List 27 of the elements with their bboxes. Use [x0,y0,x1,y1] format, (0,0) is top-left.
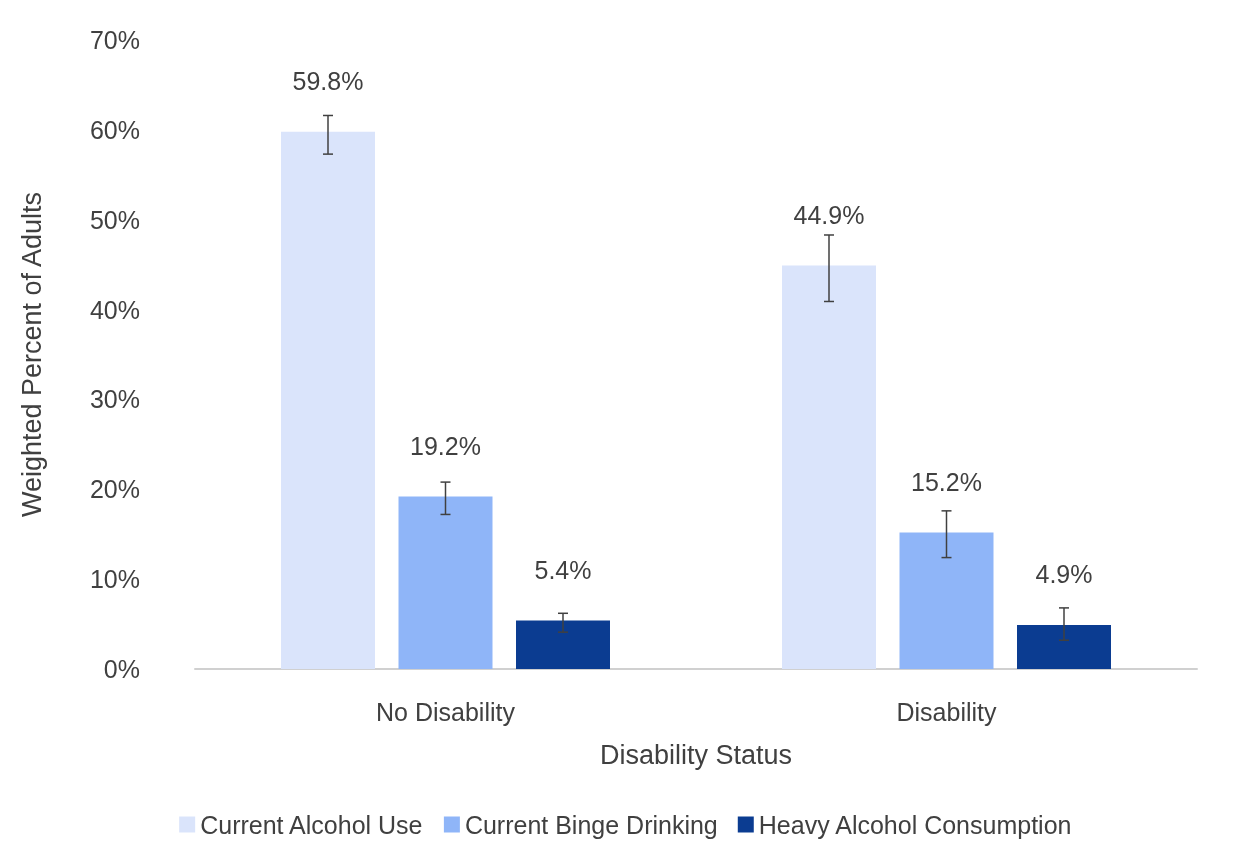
legend-label: Heavy Alcohol Consumption [758,810,1072,839]
bar [281,131,375,669]
x-tick-label: Disability [896,697,998,726]
data-label: 19.2% [410,431,481,460]
bar [1017,624,1111,669]
x-axis-title: Disability Status [599,739,793,770]
bar [516,620,610,669]
x-tick-label: No Disability [376,697,516,726]
data-label: 4.9% [1035,560,1093,589]
data-label: 44.9% [793,201,865,230]
y-axis-title: Weighted Percent of Adults [16,191,47,518]
legend-label: Current Alcohol Use [200,810,423,839]
data-label: 59.8% [292,67,364,96]
y-tick-label: 0% [103,655,140,683]
data-label: 5.4% [534,555,592,584]
y-tick-label: 60% [89,115,140,144]
y-tick-label: 20% [89,475,140,504]
legend-label: Current Binge Drinking [464,810,718,839]
data-label: 15.2% [911,467,982,496]
y-tick-label: 40% [89,295,140,324]
y-tick-label: 10% [89,565,140,594]
y-tick-label: 70% [89,26,140,54]
y-tick-label: 30% [89,385,140,414]
y-tick-label: 50% [89,205,140,234]
bar [398,496,493,669]
bar [899,532,994,669]
bar [782,265,876,669]
